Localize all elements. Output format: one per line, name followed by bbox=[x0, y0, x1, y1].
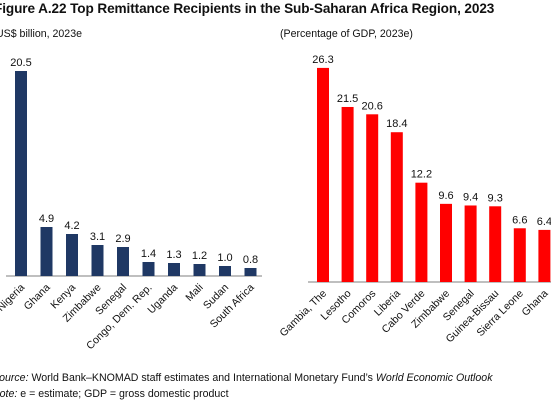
category-label: Mali bbox=[183, 282, 205, 304]
bar bbox=[168, 263, 180, 276]
bar bbox=[513, 228, 526, 282]
bar-value-label: 21.5 bbox=[337, 93, 358, 105]
bar-value-label: 1.3 bbox=[166, 249, 181, 261]
bar-value-label: 12.2 bbox=[411, 169, 432, 181]
bar bbox=[40, 227, 53, 276]
category-label: Nigeria bbox=[0, 282, 27, 314]
bar bbox=[66, 234, 78, 276]
bar-value-label: 20.5 bbox=[10, 57, 31, 69]
bar bbox=[489, 206, 502, 282]
bar-value-label: 2.9 bbox=[115, 233, 130, 245]
bar bbox=[341, 106, 354, 282]
bar-value-label: 1.2 bbox=[192, 250, 207, 262]
bar-value-label: 4.9 bbox=[39, 213, 54, 225]
note-text: e = estimate; GDP = gross domestic produ… bbox=[17, 388, 229, 400]
bar bbox=[538, 229, 551, 282]
bar bbox=[415, 182, 428, 282]
bar-value-label: 4.2 bbox=[64, 220, 79, 232]
left-chart-unit-label: US$ billion, 2023e bbox=[0, 28, 82, 40]
bar-value-label: 9.3 bbox=[488, 192, 503, 204]
category-label: Ghana bbox=[22, 282, 53, 313]
bar bbox=[142, 262, 155, 276]
bar-value-label: 9.4 bbox=[463, 191, 478, 203]
bar-value-label: 20.6 bbox=[361, 100, 382, 112]
category-label: Ghana bbox=[520, 288, 551, 319]
note-prefix: Note: bbox=[0, 388, 18, 400]
bar-value-label: 1.0 bbox=[217, 252, 232, 264]
bar bbox=[244, 268, 257, 276]
bar-value-label: 26.3 bbox=[312, 54, 333, 66]
bar-value-label: 9.6 bbox=[438, 190, 453, 202]
bar-value-label: 0.8 bbox=[243, 254, 258, 266]
source-note: Source: World Bank–KNOMAD staff estimate… bbox=[0, 372, 493, 384]
right-chart-unit-label: (Percentage of GDP, 2023e) bbox=[280, 28, 413, 40]
bar-value-label: 6.4 bbox=[537, 216, 551, 228]
left-chart: 20.5Nigeria4.9Ghana4.2Kenya3.1Zimbabwe2.… bbox=[0, 57, 262, 352]
bar-value-label: 18.4 bbox=[386, 118, 407, 130]
source-prefix: Source: bbox=[0, 372, 29, 384]
bar bbox=[219, 266, 231, 276]
bar bbox=[317, 67, 329, 282]
bar bbox=[366, 114, 379, 282]
bar bbox=[193, 264, 206, 276]
bar-value-label: 1.4 bbox=[141, 248, 156, 260]
bar bbox=[91, 245, 104, 276]
source-italic-text: World Economic Outlook bbox=[375, 372, 493, 384]
bar bbox=[117, 247, 129, 276]
bar-value-label: 3.1 bbox=[90, 231, 105, 243]
abbreviation-note: Note: e = estimate; GDP = gross domestic… bbox=[0, 388, 229, 400]
bar bbox=[15, 71, 27, 276]
page-title: Figure A.22 Top Remittance Recipients in… bbox=[0, 1, 495, 16]
bar bbox=[440, 203, 452, 282]
source-text: World Bank–KNOMAD staff estimates and In… bbox=[28, 372, 376, 384]
bar-value-label: 6.6 bbox=[512, 214, 527, 226]
bar bbox=[390, 132, 403, 282]
bar bbox=[464, 205, 477, 282]
